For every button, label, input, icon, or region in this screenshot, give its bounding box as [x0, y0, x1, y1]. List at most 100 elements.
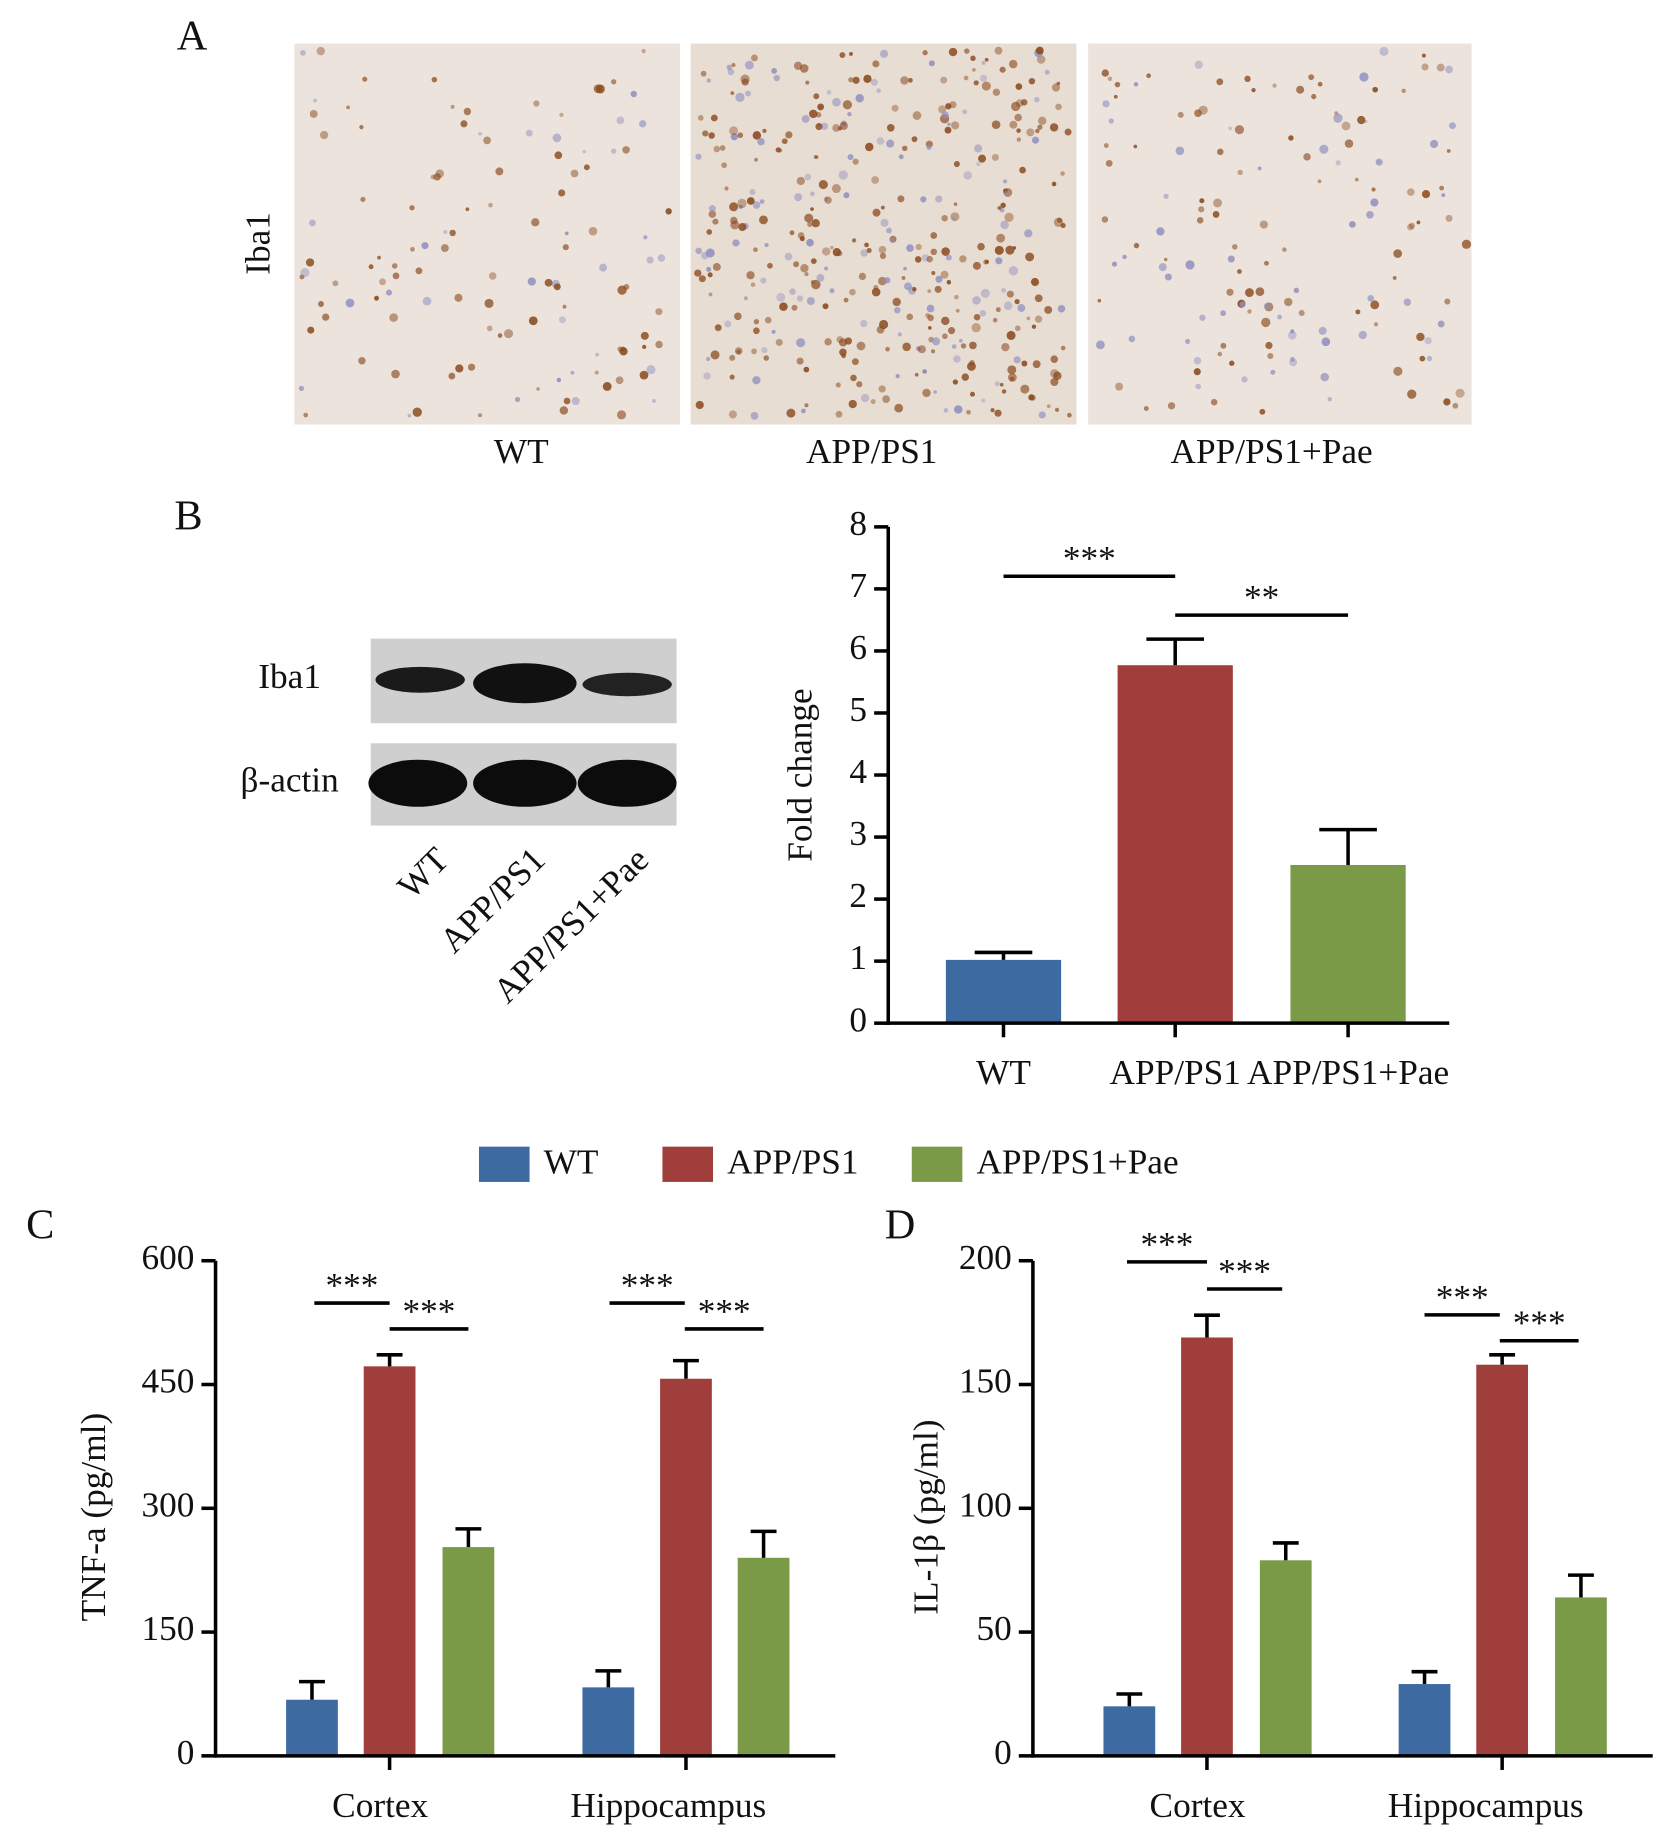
cell: [1198, 206, 1205, 213]
legend-label: WT: [544, 1143, 599, 1182]
cell: [1270, 369, 1276, 375]
cell: [1290, 356, 1295, 362]
cell: [1133, 144, 1138, 149]
cell: [415, 267, 423, 275]
cell: [665, 208, 672, 215]
cell: [901, 276, 906, 280]
cell: [810, 207, 814, 211]
cell: [1108, 118, 1114, 124]
legend-swatch: [478, 1146, 530, 1182]
cell: [1021, 360, 1028, 367]
cell: [994, 245, 1004, 255]
cell: [1024, 229, 1033, 238]
cell: [1001, 343, 1010, 352]
significance-label: ***: [1436, 1278, 1489, 1317]
cell: [824, 338, 832, 346]
cell: [1424, 336, 1432, 345]
cell: [1445, 65, 1453, 74]
cell: [559, 112, 564, 117]
cell: [734, 312, 742, 321]
cell: [1449, 122, 1456, 130]
y-tick-label: 50: [976, 1609, 1011, 1648]
cell: [1199, 314, 1206, 321]
cell: [1245, 288, 1254, 298]
cell: [955, 308, 960, 313]
cell: [641, 48, 646, 54]
cell: [870, 399, 876, 405]
cell: [1003, 190, 1009, 196]
significance-label: ***: [1141, 1225, 1194, 1264]
cell: [1372, 86, 1379, 93]
cell: [1133, 242, 1140, 249]
bar: [660, 1378, 712, 1756]
cell: [906, 313, 914, 321]
cell: [730, 91, 735, 95]
cell: [630, 90, 637, 98]
cell: [640, 331, 649, 340]
cell: [980, 288, 990, 298]
cell: [1327, 397, 1332, 402]
cell: [744, 60, 754, 70]
cell: [1064, 128, 1072, 136]
cell: [882, 395, 890, 403]
cell: [752, 201, 761, 209]
cell: [318, 301, 324, 307]
cell: [1103, 143, 1109, 148]
blot-band: [368, 759, 468, 807]
cell: [307, 326, 315, 334]
cell: [914, 372, 919, 377]
significance-label: ***: [1063, 539, 1116, 578]
cell: [385, 289, 393, 296]
y-tick-label: 6: [849, 628, 867, 667]
cell: [1264, 260, 1269, 266]
cell: [1296, 85, 1305, 94]
cell: [1011, 101, 1021, 112]
cell: [1379, 46, 1389, 56]
cell: [977, 242, 985, 251]
cell: [730, 133, 738, 141]
cell: [1051, 181, 1057, 187]
cell: [552, 133, 562, 143]
cell: [824, 266, 829, 271]
cell: [1298, 309, 1305, 316]
cell: [786, 408, 796, 418]
cell: [891, 104, 899, 112]
cell: [1044, 69, 1050, 75]
cell: [914, 256, 922, 263]
cell: [1407, 223, 1414, 231]
cell: [1060, 171, 1065, 176]
cell: [595, 352, 600, 357]
cell: [1051, 83, 1061, 92]
cell: [927, 289, 932, 293]
cell: [483, 136, 491, 145]
cell: [322, 313, 330, 321]
cell: [928, 60, 935, 67]
cell: [1004, 212, 1014, 222]
cell: [309, 109, 318, 118]
cell: [754, 157, 759, 162]
cell: [789, 230, 795, 236]
cell: [1050, 355, 1059, 363]
y-tick-label: 8: [849, 504, 867, 543]
blot-band: [375, 666, 465, 693]
cell: [1037, 124, 1043, 130]
cell: [826, 90, 832, 95]
cell: [345, 298, 355, 308]
cell: [941, 316, 950, 326]
cell: [1318, 326, 1327, 335]
cell: [824, 196, 832, 204]
cell: [712, 218, 719, 225]
cell: [1210, 398, 1218, 406]
cell: [595, 84, 605, 94]
cell: [815, 112, 822, 118]
cell: [838, 170, 848, 180]
cell: [1444, 298, 1451, 305]
cell: [791, 304, 798, 311]
cell: [942, 333, 948, 340]
cell: [1401, 88, 1406, 93]
cell: [951, 344, 957, 349]
y-tick-label: 4: [849, 752, 867, 791]
cell: [1436, 63, 1445, 72]
cell: [1290, 329, 1295, 334]
y-tick-label: 5: [849, 690, 867, 729]
